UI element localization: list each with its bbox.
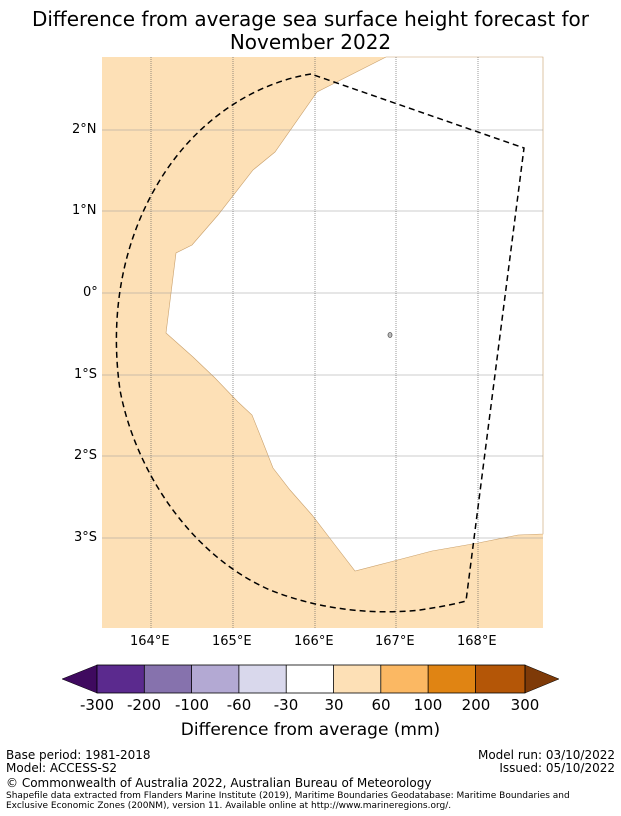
title-line-1: Difference from average sea surface heig… [31, 7, 590, 31]
colorbar-bin-5 [286, 665, 334, 693]
source-line-2: Exclusive Economic Zones (200NM), versio… [6, 801, 452, 811]
source-note: Shapefile data extracted from Flanders M… [6, 791, 606, 811]
source-line-1: Shapefile data extracted from Flanders M… [6, 791, 570, 801]
lat-label-3s: 3°S [74, 530, 98, 545]
colorbar-bin-7 [380, 665, 429, 693]
lat-label-1s: 1°S [74, 367, 98, 382]
colorbar-label-200: 200 [461, 696, 491, 714]
colorbar-label-minus100: -100 [174, 696, 210, 714]
island-marker [387, 332, 393, 338]
lon-label-165e: 165°E [212, 634, 252, 649]
grid-lines [102, 57, 543, 628]
colorbar-bin-9 [475, 665, 525, 693]
colorbar-label-300: 300 [510, 696, 540, 714]
colorbar-min-arrow [61, 664, 98, 694]
colorbar-label-minus30: -30 [273, 696, 299, 714]
colorbar-bin-6 [333, 665, 381, 693]
colorbar [61, 664, 560, 694]
chart-title: Difference from average sea surface heig… [0, 8, 621, 54]
lat-label-2s: 2°S [74, 448, 98, 463]
colorbar-label-minus200: -200 [126, 696, 162, 714]
title-line-2: November 2022 [229, 30, 392, 54]
colorbar-bin-4 [238, 665, 287, 693]
lon-label-164e: 164°E [130, 634, 170, 649]
colorbar-max-arrow [524, 664, 560, 694]
lon-label-166e: 166°E [294, 634, 334, 649]
colorbar-label-minus60: -60 [226, 696, 252, 714]
model-run: Model run: 03/10/2022 [477, 748, 615, 762]
colorbar-label-30: 30 [324, 696, 344, 714]
lat-label-1n: 1°N [72, 203, 97, 218]
colorbar-bin-1 [97, 665, 145, 693]
base-period: Base period: 1981-2018 [6, 748, 151, 762]
colorbar-label-100: 100 [413, 696, 443, 714]
issued-date: Issued: 05/10/2022 [499, 761, 615, 775]
colorbar-label-60: 60 [371, 696, 391, 714]
colorbar-bin-2 [144, 665, 192, 693]
eez-boundary [115, 73, 525, 613]
model-name: Model: ACCESS-S2 [6, 761, 118, 775]
lon-label-167e: 167°E [375, 634, 415, 649]
copyright: © Commonwealth of Australia 2022, Austra… [6, 776, 432, 790]
colorbar-label-minus300: -300 [79, 696, 115, 714]
colorbar-title: Difference from average (mm) [180, 720, 441, 740]
lat-label-0: 0° [83, 285, 98, 300]
colorbar-bin-3 [191, 665, 239, 693]
lat-label-2n: 2°N [72, 122, 97, 137]
lon-label-168e: 168°E [457, 634, 497, 649]
colorbar-bin-8 [428, 665, 476, 693]
